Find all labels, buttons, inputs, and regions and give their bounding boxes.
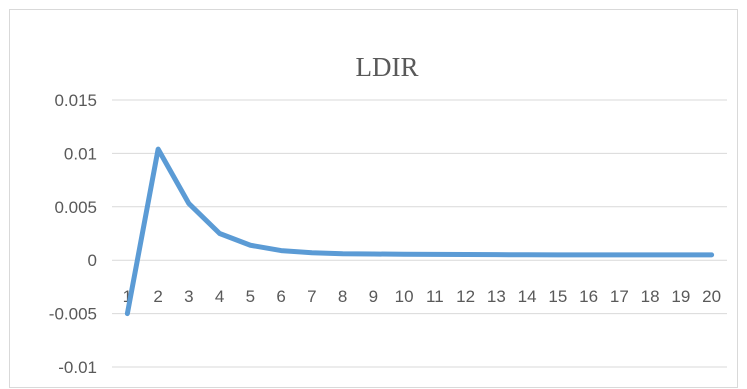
x-tick-label: 8 [338,287,347,306]
x-tick-label: 10 [395,287,414,306]
x-tick-label: 14 [518,287,537,306]
y-tick-label: 0.005 [54,198,97,217]
x-tick-label: 7 [307,287,316,306]
x-axis-tick-labels: 1 2 3 4 5 6 7 8 9 10 11 12 13 14 15 16 17 18 19 20 [123,287,721,306]
x-tick-label: 12 [456,287,475,306]
x-tick-label: 11 [426,287,444,306]
y-tick-label: 0.01 [64,144,97,163]
x-tick-label: 4 [215,287,224,306]
y-tick-label: 0.015 [54,91,97,110]
x-tick-label: 6 [276,287,285,306]
series [124,146,715,317]
chart-area [9,9,738,388]
x-tick-label: 5 [246,287,255,306]
x-tick-label: 1 [123,287,132,306]
series-line [124,146,715,317]
y-tick-label: -0.01 [58,358,97,377]
y-axis-tick-labels: 0.015 0.01 0.005 0 -0.005 -0.01 [49,91,97,377]
x-tick-label: 16 [579,287,598,306]
chart-title: LDIR [356,52,419,82]
x-tick-label: 13 [487,287,506,306]
x-tick-label: 18 [641,287,660,306]
x-tick-label: 19 [671,287,690,306]
gridlines [112,99,727,368]
x-tick-label: 15 [548,287,567,306]
y-tick-label: -0.005 [49,305,97,324]
x-tick-label: 2 [153,287,162,306]
x-tick-label: 20 [702,287,721,306]
x-tick-label: 9 [369,287,378,306]
y-tick-label: 0 [88,251,97,270]
x-tick-label: 17 [610,287,629,306]
x-tick-label: 3 [184,287,193,306]
